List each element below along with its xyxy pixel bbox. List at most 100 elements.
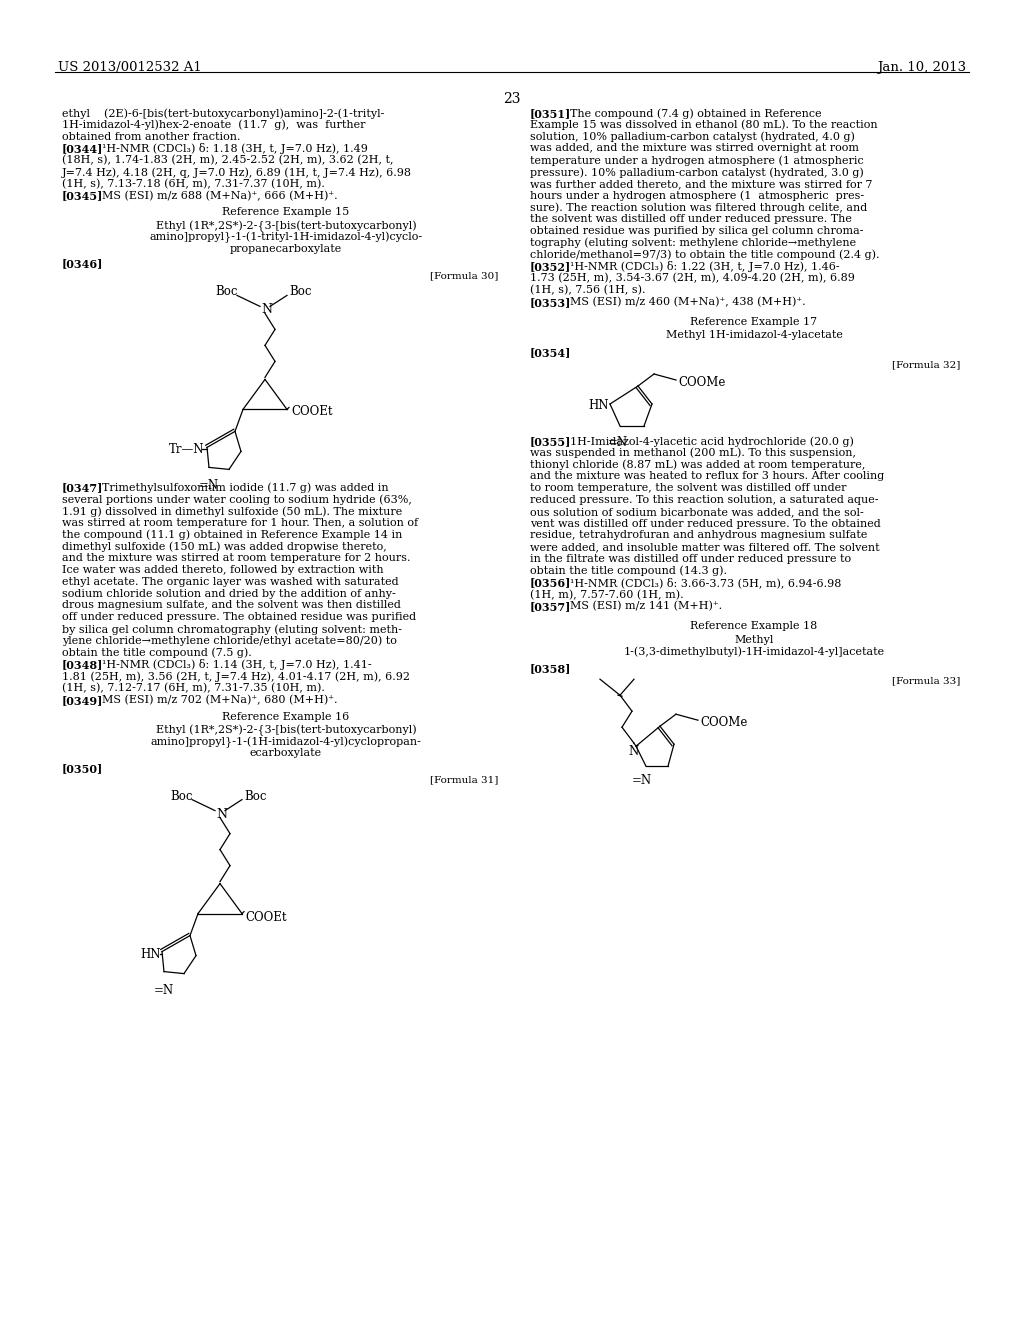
Text: ous solution of sodium bicarbonate was added, and the sol-: ous solution of sodium bicarbonate was a… [530, 507, 864, 517]
Text: in the filtrate was distilled off under reduced pressure to: in the filtrate was distilled off under … [530, 554, 851, 564]
Text: vent was distilled off under reduced pressure. To the obtained: vent was distilled off under reduced pre… [530, 519, 881, 528]
Text: HN: HN [588, 399, 608, 412]
Text: ¹H-NMR (CDCl₃) δ: 1.22 (3H, t, J=7.0 Hz), 1.46-: ¹H-NMR (CDCl₃) δ: 1.22 (3H, t, J=7.0 Hz)… [570, 261, 840, 272]
Text: 1H-Imidazol-4-ylacetic acid hydrochloride (20.0 g): 1H-Imidazol-4-ylacetic acid hydrochlorid… [570, 436, 854, 446]
Text: =N: =N [154, 983, 174, 997]
Text: thionyl chloride (8.87 mL) was added at room temperature,: thionyl chloride (8.87 mL) was added at … [530, 459, 865, 470]
Text: [Formula 32]: [Formula 32] [892, 360, 961, 370]
Text: amino]propyl}-1-(1-trityl-1H-imidazol-4-yl)cyclo-: amino]propyl}-1-(1-trityl-1H-imidazol-4-… [150, 232, 423, 243]
Text: COOEt: COOEt [291, 405, 333, 418]
Text: ¹H-NMR (CDCl₃) δ: 3.66-3.73 (5H, m), 6.94-6.98: ¹H-NMR (CDCl₃) δ: 3.66-3.73 (5H, m), 6.9… [570, 578, 842, 589]
Text: ¹H-NMR (CDCl₃) δ: 1.18 (3H, t, J=7.0 Hz), 1.49: ¹H-NMR (CDCl₃) δ: 1.18 (3H, t, J=7.0 Hz)… [102, 144, 368, 154]
Text: N: N [628, 746, 638, 758]
Text: the compound (11.1 g) obtained in Reference Example 14 in: the compound (11.1 g) obtained in Refere… [62, 529, 402, 540]
Text: ethyl acetate. The organic layer was washed with saturated: ethyl acetate. The organic layer was was… [62, 577, 398, 587]
Text: and the mixture was stirred at room temperature for 2 hours.: and the mixture was stirred at room temp… [62, 553, 411, 564]
Text: obtained from another fraction.: obtained from another fraction. [62, 132, 241, 141]
Text: residue, tetrahydrofuran and anhydrous magnesium sulfate: residue, tetrahydrofuran and anhydrous m… [530, 531, 867, 540]
Text: [Formula 33]: [Formula 33] [892, 676, 961, 685]
Text: off under reduced pressure. The obtained residue was purified: off under reduced pressure. The obtained… [62, 612, 416, 622]
Text: obtain the title compound (14.3 g).: obtain the title compound (14.3 g). [530, 566, 727, 577]
Text: Reference Example 16: Reference Example 16 [222, 711, 349, 722]
Text: Trimethylsulfoxonium iodide (11.7 g) was added in: Trimethylsulfoxonium iodide (11.7 g) was… [102, 482, 389, 492]
Text: to room temperature, the solvent was distilled off under: to room temperature, the solvent was dis… [530, 483, 847, 494]
Text: ethyl    (2E)-6-[bis(tert-butoxycarbonyl)amino]-2-(1-trityl-: ethyl (2E)-6-[bis(tert-butoxycarbonyl)am… [62, 108, 384, 119]
Text: (1H, s), 7.12-7.17 (6H, m), 7.31-7.35 (10H, m).: (1H, s), 7.12-7.17 (6H, m), 7.31-7.35 (1… [62, 682, 325, 693]
Text: Boc: Boc [289, 285, 311, 298]
Text: chloride/methanol=97/3) to obtain the title compound (2.4 g).: chloride/methanol=97/3) to obtain the ti… [530, 249, 880, 260]
Text: Methyl: Methyl [734, 635, 774, 644]
Text: propanecarboxylate: propanecarboxylate [229, 244, 342, 253]
Text: dimethyl sulfoxide (150 mL) was added dropwise thereto,: dimethyl sulfoxide (150 mL) was added dr… [62, 541, 387, 552]
Text: Ethyl (1R*,2S*)-2-{3-[bis(tert-butoxycarbonyl): Ethyl (1R*,2S*)-2-{3-[bis(tert-butoxycar… [156, 725, 417, 735]
Text: was stirred at room temperature for 1 hour. Then, a solution of: was stirred at room temperature for 1 ho… [62, 517, 418, 528]
Text: [0353]: [0353] [530, 297, 571, 308]
Text: obtained residue was purified by silica gel column chroma-: obtained residue was purified by silica … [530, 226, 863, 236]
Text: hours under a hydrogen atmosphere (1  atmospheric  pres-: hours under a hydrogen atmosphere (1 atm… [530, 190, 864, 201]
Text: N: N [261, 304, 272, 317]
Text: [0350]: [0350] [62, 763, 103, 774]
Text: =N: =N [608, 436, 628, 449]
Text: [0348]: [0348] [62, 660, 103, 671]
Text: [Formula 30]: [Formula 30] [430, 272, 498, 280]
Text: MS (ESI) m/z 688 (M+Na)⁺, 666 (M+H)⁺.: MS (ESI) m/z 688 (M+Na)⁺, 666 (M+H)⁺. [102, 190, 338, 201]
Text: [0344]: [0344] [62, 144, 103, 154]
Text: was further added thereto, and the mixture was stirred for 7: was further added thereto, and the mixtu… [530, 178, 872, 189]
Text: The compound (7.4 g) obtained in Reference: The compound (7.4 g) obtained in Referen… [570, 108, 821, 119]
Text: Boc: Boc [244, 789, 266, 803]
Text: 1.81 (25H, m), 3.56 (2H, t, J=7.4 Hz), 4.01-4.17 (2H, m), 6.92: 1.81 (25H, m), 3.56 (2H, t, J=7.4 Hz), 4… [62, 671, 410, 681]
Text: [0351]: [0351] [530, 108, 571, 119]
Text: solution, 10% palladium-carbon catalyst (hydrated, 4.0 g): solution, 10% palladium-carbon catalyst … [530, 132, 855, 143]
Text: (18H, s), 1.74-1.83 (2H, m), 2.45-2.52 (2H, m), 3.62 (2H, t,: (18H, s), 1.74-1.83 (2H, m), 2.45-2.52 (… [62, 156, 393, 165]
Text: MS (ESI) m/z 460 (M+Na)⁺, 438 (M+H)⁺.: MS (ESI) m/z 460 (M+Na)⁺, 438 (M+H)⁺. [570, 297, 806, 308]
Text: [0358]: [0358] [530, 664, 571, 675]
Text: Methyl 1H-imidazol-4-ylacetate: Methyl 1H-imidazol-4-ylacetate [666, 330, 843, 341]
Text: US 2013/0012532 A1: US 2013/0012532 A1 [58, 61, 202, 74]
Text: COOMe: COOMe [700, 717, 748, 729]
Text: [0352]: [0352] [530, 261, 571, 272]
Text: reduced pressure. To this reaction solution, a saturated aque-: reduced pressure. To this reaction solut… [530, 495, 879, 506]
Text: [0355]: [0355] [530, 436, 571, 447]
Text: obtain the title compound (7.5 g).: obtain the title compound (7.5 g). [62, 648, 252, 659]
Text: [0347]: [0347] [62, 482, 103, 494]
Text: sure). The reaction solution was filtered through celite, and: sure). The reaction solution was filtere… [530, 202, 867, 213]
Text: [0345]: [0345] [62, 190, 103, 202]
Text: Boc: Boc [215, 285, 238, 298]
Text: [0346]: [0346] [62, 259, 103, 269]
Text: by silica gel column chromatography (eluting solvent: meth-: by silica gel column chromatography (elu… [62, 624, 402, 635]
Text: sodium chloride solution and dried by the addition of anhy-: sodium chloride solution and dried by th… [62, 589, 395, 598]
Text: 1.73 (25H, m), 3.54-3.67 (2H, m), 4.09-4.20 (2H, m), 6.89: 1.73 (25H, m), 3.54-3.67 (2H, m), 4.09-4… [530, 273, 855, 284]
Text: Ice water was added thereto, followed by extraction with: Ice water was added thereto, followed by… [62, 565, 384, 576]
Text: 1H-imidazol-4-yl)hex-2-enoate  (11.7  g),  was  further: 1H-imidazol-4-yl)hex-2-enoate (11.7 g), … [62, 120, 366, 131]
Text: Ethyl (1R*,2S*)-2-{3-[bis(tert-butoxycarbonyl): Ethyl (1R*,2S*)-2-{3-[bis(tert-butoxycar… [156, 220, 417, 231]
Text: J=7.4 Hz), 4.18 (2H, q, J=7.0 Hz), 6.89 (1H, t, J=7.4 Hz), 6.98: J=7.4 Hz), 4.18 (2H, q, J=7.0 Hz), 6.89 … [62, 168, 412, 178]
Text: ylene chloride→methylene chloride/ethyl acetate=80/20) to: ylene chloride→methylene chloride/ethyl … [62, 636, 397, 647]
Text: were added, and insoluble matter was filtered off. The solvent: were added, and insoluble matter was fil… [530, 543, 880, 552]
Text: several portions under water cooling to sodium hydride (63%,: several portions under water cooling to … [62, 494, 412, 504]
Text: Example 15 was dissolved in ethanol (80 mL). To the reaction: Example 15 was dissolved in ethanol (80 … [530, 120, 878, 131]
Text: (1H, s), 7.56 (1H, s).: (1H, s), 7.56 (1H, s). [530, 285, 645, 296]
Text: was added, and the mixture was stirred overnight at room: was added, and the mixture was stirred o… [530, 144, 859, 153]
Text: 1-(3,3-dimethylbutyl)-1H-imidazol-4-yl]acetate: 1-(3,3-dimethylbutyl)-1H-imidazol-4-yl]a… [624, 647, 885, 657]
Text: Tr—N: Tr—N [169, 444, 205, 457]
Text: [0357]: [0357] [530, 601, 571, 612]
Text: COOEt: COOEt [245, 911, 287, 924]
Text: amino]propyl}-1-(1H-imidazol-4-yl)cyclopropan-: amino]propyl}-1-(1H-imidazol-4-yl)cyclop… [151, 737, 422, 747]
Text: [0354]: [0354] [530, 347, 571, 358]
Text: 23: 23 [503, 92, 521, 106]
Text: Reference Example 15: Reference Example 15 [222, 207, 349, 218]
Text: COOMe: COOMe [678, 376, 725, 389]
Text: tography (eluting solvent: methylene chloride→methylene: tography (eluting solvent: methylene chl… [530, 238, 856, 248]
Text: Jan. 10, 2013: Jan. 10, 2013 [877, 61, 966, 74]
Text: (1H, m), 7.57-7.60 (1H, m).: (1H, m), 7.57-7.60 (1H, m). [530, 590, 684, 599]
Text: ecarboxylate: ecarboxylate [250, 748, 323, 758]
Text: [Formula 31]: [Formula 31] [430, 776, 498, 784]
Text: Reference Example 18: Reference Example 18 [690, 620, 817, 631]
Text: was suspended in methanol (200 mL). To this suspension,: was suspended in methanol (200 mL). To t… [530, 447, 856, 458]
Text: Reference Example 17: Reference Example 17 [690, 317, 817, 326]
Text: HN: HN [140, 948, 161, 961]
Text: ¹H-NMR (CDCl₃) δ: 1.14 (3H, t, J=7.0 Hz), 1.41-: ¹H-NMR (CDCl₃) δ: 1.14 (3H, t, J=7.0 Hz)… [102, 660, 372, 671]
Text: the solvent was distilled off under reduced pressure. The: the solvent was distilled off under redu… [530, 214, 852, 224]
Text: [0349]: [0349] [62, 694, 103, 706]
Text: N: N [216, 808, 227, 821]
